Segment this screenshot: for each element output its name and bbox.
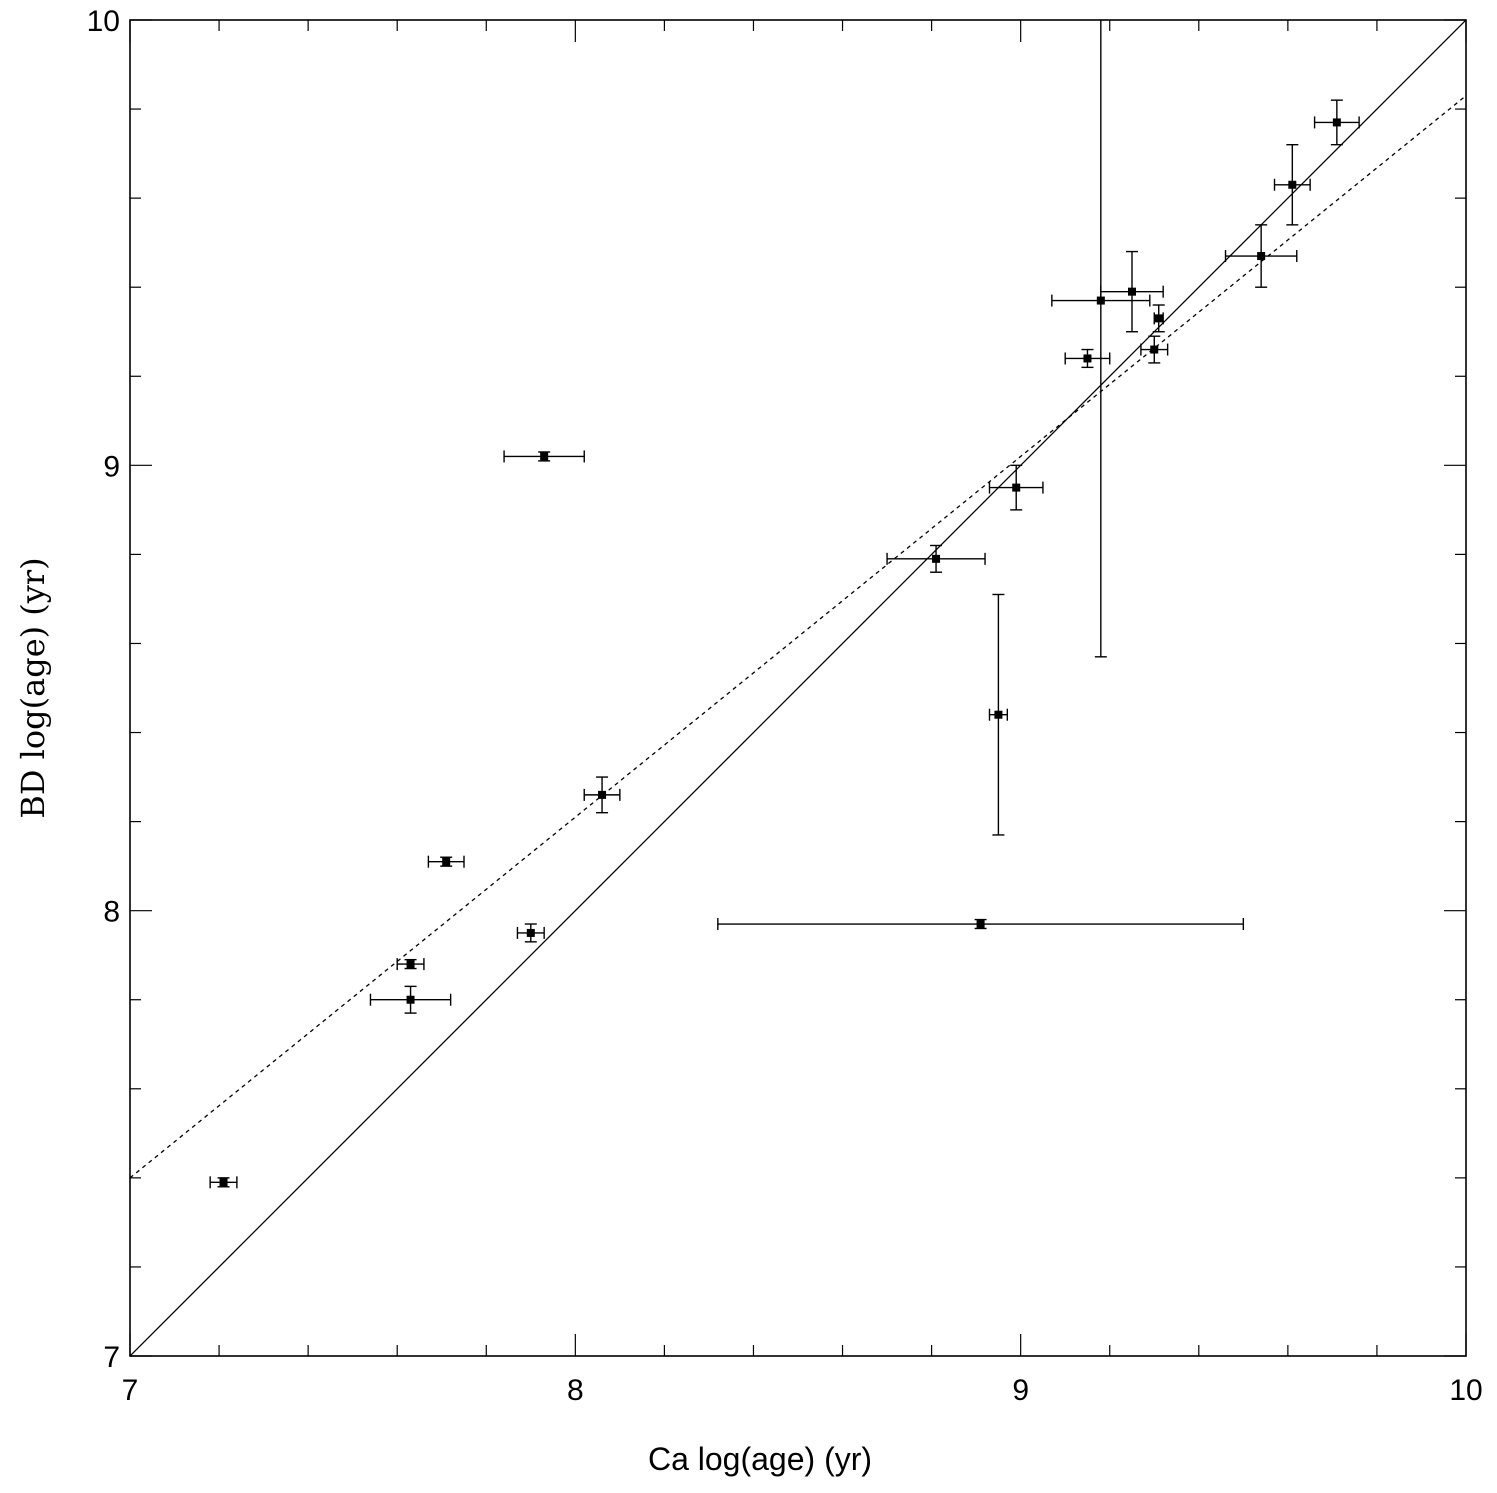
data-point [540,452,549,461]
y-tick-label: 8 [103,896,120,929]
data-point [406,960,415,969]
data-point [932,554,941,563]
data-point [994,710,1003,719]
y-tick-label: 7 [103,1341,120,1374]
tick-labels: 7 8 9 10 7 8 9 10 [87,5,1483,1407]
fit-line-dotted [130,95,1466,1179]
x-tick-label: 10 [1449,1374,1482,1407]
axis-ticks [129,19,1467,1357]
data-point [976,920,985,929]
data-point [1012,483,1021,492]
data-point [1096,296,1105,305]
data-point [1288,180,1297,189]
x-tick-label: 9 [1012,1374,1029,1407]
data-points [219,118,1341,1187]
error-bars [209,20,1360,1189]
data-point [1332,118,1341,127]
x-tick-label: 7 [122,1374,139,1407]
data-point [1083,354,1092,363]
data-point [406,995,415,1004]
plot-frame [129,19,1467,1357]
data-point [1128,287,1136,296]
x-tick-label: 8 [567,1374,584,1407]
y-axis-label: BD log(age) (yr) [14,557,52,818]
data-point [1257,252,1266,261]
data-point [526,928,535,937]
data-point [442,857,451,866]
one-to-one-line [130,20,1466,1356]
data-point [598,790,607,799]
y-tick-label: 10 [87,5,120,38]
reference-lines [130,20,1466,1356]
data-point [219,1178,228,1187]
data-point [1154,314,1163,323]
data-point [1150,345,1159,354]
y-tick-label: 9 [103,450,120,483]
x-axis-label: Ca log(age) (yr) [648,1441,872,1477]
